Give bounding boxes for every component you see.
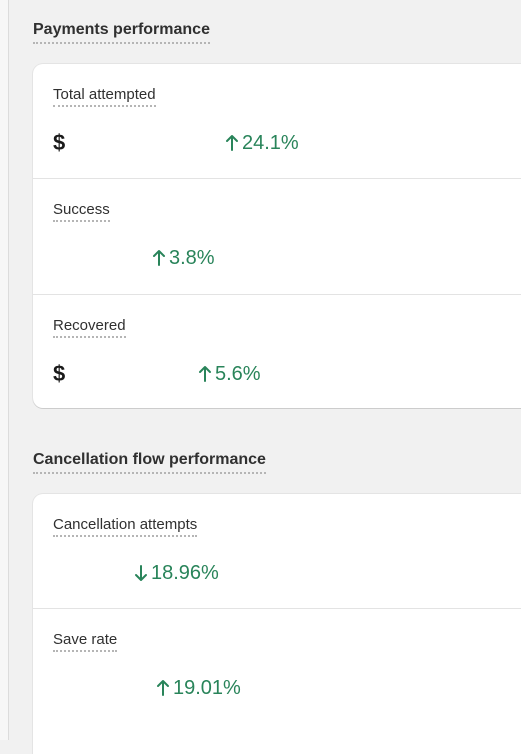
metric-change: 19.01% xyxy=(156,676,241,700)
cancellation-section-title[interactable]: Cancellation flow performance xyxy=(33,450,266,474)
metric-change-value: 18.96% xyxy=(151,562,219,584)
metric-change: 24.1% xyxy=(225,131,299,155)
metric-label[interactable]: Save rate xyxy=(53,631,118,652)
left-rail xyxy=(0,0,9,740)
metric-cancellation-attempts: Cancellation attempts 18.96% xyxy=(33,494,521,609)
metric-success: Success 3.8% xyxy=(33,179,521,295)
arrow-down-icon xyxy=(135,565,147,581)
metric-recovered: Recovered $ 5.6% xyxy=(33,295,521,408)
metric-currency: $ xyxy=(53,361,66,386)
metric-change: 3.8% xyxy=(152,246,215,270)
arrow-up-icon xyxy=(157,680,169,696)
analytics-content: Payments performance Total attempted $ 2… xyxy=(33,0,521,754)
payments-section-title[interactable]: Payments performance xyxy=(33,20,210,44)
metric-change-value: 24.1% xyxy=(242,132,299,154)
metric-label[interactable]: Success xyxy=(53,201,110,222)
metric-label[interactable]: Total attempted xyxy=(53,86,156,107)
arrow-up-icon xyxy=(199,366,211,382)
cancellation-performance-card: Cancellation attempts 18.96% Save rate 1… xyxy=(33,494,521,754)
metric-change-value: 5.6% xyxy=(215,363,261,385)
payments-performance-card: Total attempted $ 24.1% Success 3.8% Rec… xyxy=(33,64,521,408)
metric-change-value: 3.8% xyxy=(169,247,215,269)
metric-change: 18.96% xyxy=(134,561,219,585)
metric-save-rate: Save rate 19.01% xyxy=(33,609,521,724)
metric-label[interactable]: Cancellation attempts xyxy=(53,516,198,537)
metric-currency: $ xyxy=(53,130,66,155)
metric-change-value: 19.01% xyxy=(173,677,241,699)
metric-change: 5.6% xyxy=(198,362,261,386)
arrow-up-icon xyxy=(153,250,165,266)
metric-total-attempted: Total attempted $ 24.1% xyxy=(33,64,521,179)
metric-label[interactable]: Recovered xyxy=(53,317,126,338)
arrow-up-icon xyxy=(226,135,238,151)
